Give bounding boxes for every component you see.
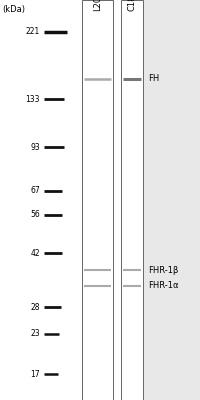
Text: 67: 67	[30, 186, 40, 196]
Text: (kDa): (kDa)	[2, 5, 25, 14]
Text: 93: 93	[30, 143, 40, 152]
Text: C18/3: C18/3	[127, 0, 136, 11]
Text: L20/3: L20/3	[93, 0, 102, 11]
Text: FHR-1β: FHR-1β	[148, 266, 178, 275]
Text: 42: 42	[30, 249, 40, 258]
Text: 23: 23	[30, 329, 40, 338]
Text: 221: 221	[26, 27, 40, 36]
Text: 28: 28	[30, 303, 40, 312]
Text: 56: 56	[30, 210, 40, 219]
Text: 17: 17	[30, 370, 40, 378]
Text: FHR-1α: FHR-1α	[148, 281, 179, 290]
Bar	[121, 0, 143, 400]
Text: 133: 133	[26, 95, 40, 104]
Bar	[82, 0, 113, 400]
Text: FH: FH	[148, 74, 159, 84]
Bar	[144, 0, 200, 400]
